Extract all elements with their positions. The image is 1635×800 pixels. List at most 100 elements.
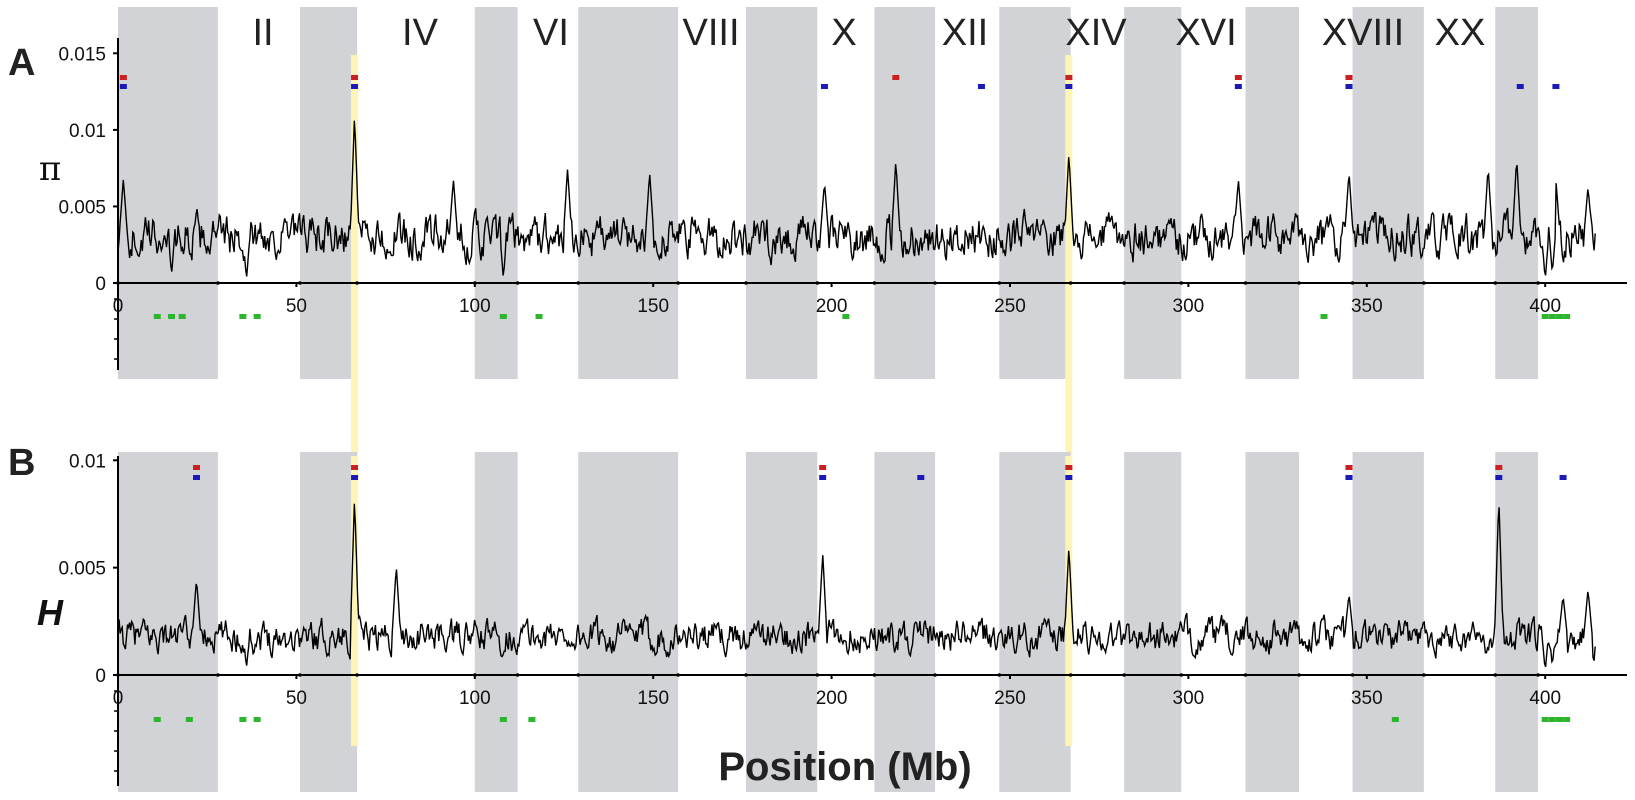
boundary-dot	[355, 673, 359, 677]
boundary-dot	[676, 281, 680, 285]
y-tick-label: 0.005	[58, 197, 106, 218]
boundary-dot	[298, 673, 302, 677]
red-marker	[351, 465, 359, 470]
x-tick-label: 350	[1351, 296, 1383, 317]
boundary-dot	[815, 673, 820, 677]
y-tick-label: 0.01	[69, 451, 106, 472]
boundary-dot	[1493, 281, 1498, 285]
chromosome-shade-band	[118, 7, 218, 379]
red-marker	[351, 75, 359, 80]
boundary-dot	[1243, 281, 1248, 285]
boundary-dot	[1179, 673, 1184, 677]
y-tick-label: 0	[95, 274, 106, 295]
red-marker	[1065, 465, 1073, 470]
red-marker	[1495, 465, 1503, 470]
y-tick-label: 0	[95, 666, 106, 687]
blue-marker	[1516, 84, 1524, 89]
boundary-dot	[872, 673, 877, 677]
green-marker	[168, 314, 176, 319]
chromosome-shade-band	[999, 452, 1071, 792]
green-marker	[153, 314, 161, 319]
chromosome-label: XII	[942, 12, 988, 54]
blue-marker	[119, 84, 127, 89]
x-tick-label: 250	[994, 688, 1026, 709]
y-axis-title: H	[37, 592, 64, 633]
blue-marker	[820, 84, 828, 89]
red-marker	[192, 465, 200, 470]
red-marker	[1234, 75, 1242, 80]
x-tick-label: 250	[994, 296, 1026, 317]
plot-layer	[113, 38, 1627, 786]
chromosome-label: VI	[533, 12, 569, 54]
green-marker	[528, 717, 536, 722]
y-tick-label: 0.015	[58, 44, 106, 65]
chromosome-label: X	[831, 12, 856, 54]
boundary-dot	[815, 281, 820, 285]
x-tick-label: 0	[113, 296, 124, 317]
x-tick-label: 300	[1173, 296, 1205, 317]
x-tick-label: 150	[637, 296, 669, 317]
x-axis-title: Position (Mb)	[718, 745, 971, 789]
x-tick-label: 100	[459, 688, 491, 709]
series-line	[117, 120, 1596, 277]
red-marker	[1065, 75, 1073, 80]
chromosome-shade-band	[1124, 7, 1182, 379]
chromosome-label: II	[252, 12, 273, 54]
boundary-dot	[997, 281, 1002, 285]
red-marker	[1345, 75, 1353, 80]
blue-marker	[977, 84, 985, 89]
series-line	[117, 503, 1596, 668]
boundary-dot	[1422, 281, 1426, 285]
boundary-dot	[1122, 673, 1126, 677]
blue-marker	[917, 475, 925, 480]
green-marker	[1555, 717, 1563, 722]
boundary-dot	[1422, 673, 1426, 677]
chromosome-label: XVIII	[1322, 12, 1404, 54]
highlight-band	[1065, 456, 1073, 746]
blue-marker	[1065, 475, 1073, 480]
boundary-dot	[1350, 673, 1355, 677]
boundary-dot	[1297, 281, 1301, 285]
x-tick-label: 400	[1529, 296, 1561, 317]
boundary-dot	[576, 673, 581, 677]
boundary-dot	[676, 673, 680, 677]
x-tick-label: 400	[1529, 688, 1561, 709]
boundary-dot	[473, 673, 477, 677]
chromosome-shade-band	[745, 7, 818, 379]
green-marker	[239, 717, 247, 722]
boundary-dot	[1179, 281, 1184, 285]
blue-marker	[819, 475, 827, 480]
blue-marker	[1234, 84, 1242, 89]
chromosome-label: XVI	[1175, 12, 1236, 54]
green-marker	[1320, 314, 1328, 319]
green-marker	[1548, 717, 1556, 722]
chromosome-shade-band	[578, 7, 679, 379]
green-marker	[499, 717, 507, 722]
boundary-dot	[744, 281, 748, 285]
blue-marker	[1345, 84, 1353, 89]
boundary-dot	[298, 281, 302, 285]
boundary-dot	[515, 673, 520, 677]
boundary-dot	[515, 281, 520, 285]
boundary-dot	[576, 281, 581, 285]
chromosome-shade-band	[1495, 452, 1539, 792]
boundary-dot	[1350, 281, 1355, 285]
chromosome-shade-band	[474, 7, 518, 379]
boundary-dot	[1536, 281, 1540, 285]
x-tick-label: 50	[286, 688, 307, 709]
chromosome-shade-band	[299, 7, 358, 379]
boundary-dot	[872, 281, 877, 285]
highlight-band	[1065, 55, 1073, 455]
green-marker	[842, 314, 850, 319]
x-tick-label: 0	[113, 688, 124, 709]
green-marker	[499, 314, 507, 319]
green-marker	[153, 717, 161, 722]
boundary-dot	[1243, 673, 1248, 677]
green-marker	[1391, 717, 1399, 722]
green-marker	[535, 314, 543, 319]
y-axis-title: π	[39, 149, 61, 189]
chromosome-label: XX	[1435, 12, 1486, 54]
chromosome-shade-band	[474, 452, 518, 792]
green-marker	[253, 314, 261, 319]
